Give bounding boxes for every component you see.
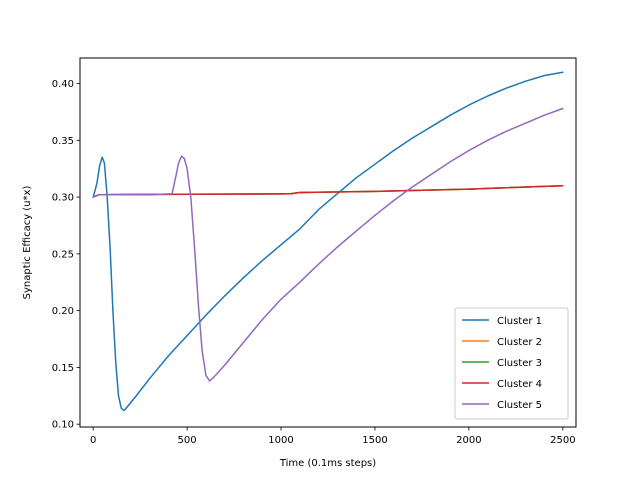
legend-box	[454, 307, 569, 420]
series-line-cluster-1	[92, 71, 564, 412]
x-axis: 0 500 1000 1500 2000 2500	[90, 427, 576, 446]
legend-label: Cluster 2	[497, 337, 542, 348]
y-tick-label: 0.20	[52, 306, 74, 317]
series-line-cluster-5	[92, 107, 564, 382]
y-tick-label: 0.10	[52, 420, 74, 431]
x-tick-label: 500	[178, 435, 197, 446]
y-tick-label: 0.15	[52, 363, 74, 374]
y-tick-label: 0.25	[52, 249, 74, 260]
y-tick-label: 0.30	[52, 193, 74, 204]
legend: Cluster 1 Cluster 2 Cluster 3 Cluster 4 Clus…	[454, 307, 569, 420]
y-tick-label: 0.35	[52, 136, 74, 147]
series-layer	[92, 71, 564, 412]
x-tick-label: 2500	[550, 435, 575, 446]
x-tick-label: 2000	[456, 435, 481, 446]
x-tick-label: 1500	[362, 435, 387, 446]
plot-frame	[79, 57, 577, 428]
y-tick-label: 0.40	[52, 79, 74, 90]
legend-label: Cluster 5	[497, 400, 542, 411]
legend-label: Cluster 1	[497, 316, 542, 327]
y-axis-label: Synaptic Efficacy (u*x)	[22, 186, 33, 300]
x-tick-label: 1000	[268, 435, 293, 446]
x-tick-label: 0	[90, 435, 96, 446]
x-axis-label: Time (0.1ms steps)	[279, 458, 376, 469]
y-axis: 0.10 0.15 0.20 0.25 0.30 0.35 0.40	[52, 79, 80, 431]
legend-label: Cluster 3	[497, 358, 542, 369]
legend-label: Cluster 4	[497, 379, 542, 390]
